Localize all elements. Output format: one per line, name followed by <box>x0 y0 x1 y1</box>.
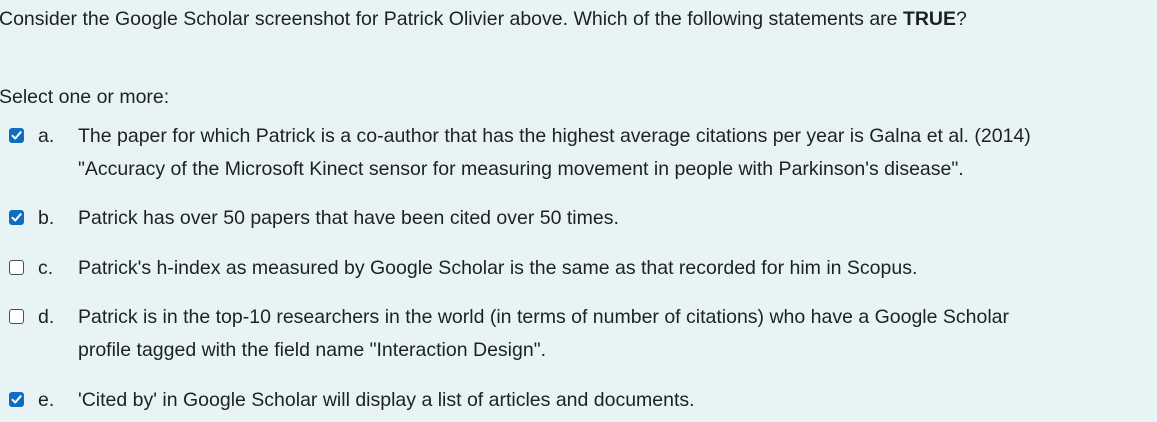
option-b-line-1: Patrick has over 50 papers that have bee… <box>78 207 619 229</box>
option-c-label[interactable]: Patrick's h-index as measured by Google … <box>78 252 1157 285</box>
option-d-line-1: Patrick is in the top-10 researchers in … <box>78 306 1010 328</box>
option-e-line-1: 'Cited by' in Google Scholar will displa… <box>78 389 695 411</box>
select-prompt: Select one or more: <box>0 86 170 108</box>
option-b-label[interactable]: Patrick has over 50 papers that have bee… <box>78 202 1157 235</box>
option-a-line-2: "Accuracy of the Microsoft Kinect sensor… <box>78 158 964 180</box>
option-a-letter: a. <box>38 125 55 147</box>
option-d-letter: d. <box>38 306 55 328</box>
checkmark-icon <box>11 213 22 222</box>
option-c-line-1: Patrick's h-index as measured by Google … <box>78 257 918 279</box>
option-a-label[interactable]: The paper for which Patrick is a co-auth… <box>78 120 1157 186</box>
question-text: Consider the Google Scholar screenshot f… <box>0 7 967 31</box>
question-emphasis: TRUE <box>902 8 957 30</box>
option-d-label[interactable]: Patrick is in the top-10 researchers in … <box>78 301 1157 367</box>
option-b-letter: b. <box>38 207 55 229</box>
question-text-main: Consider the Google Scholar screenshot f… <box>0 8 903 30</box>
question-text-end: ? <box>956 8 967 30</box>
option-e-checkbox[interactable] <box>9 392 24 407</box>
option-d-line-2: profile tagged with the field name "Inte… <box>78 339 547 361</box>
checkmark-icon <box>11 131 22 140</box>
option-d-checkbox[interactable] <box>9 309 24 324</box>
option-b-checkbox[interactable] <box>9 210 24 225</box>
option-e-label[interactable]: 'Cited by' in Google Scholar will displa… <box>78 384 1157 417</box>
option-c-letter: c. <box>38 257 54 279</box>
checkmark-icon <box>11 395 22 404</box>
option-a-line-1: The paper for which Patrick is a co-auth… <box>78 125 1031 147</box>
option-a-checkbox[interactable] <box>9 128 24 143</box>
option-e-letter: e. <box>38 389 55 411</box>
option-c-checkbox[interactable] <box>9 260 24 275</box>
